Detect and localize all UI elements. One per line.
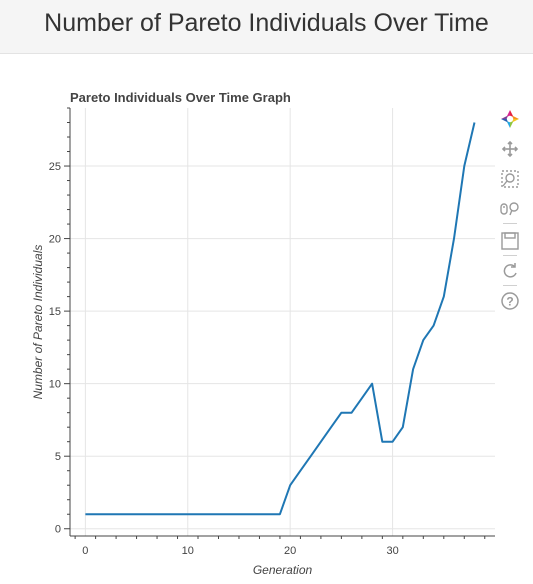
y-tick-label: 15 [49,306,61,318]
data-point [124,512,128,516]
data-point [155,512,159,516]
series-line [85,122,476,516]
y-tick-label: 25 [49,161,61,173]
x-axis-label: Generation [253,563,313,577]
data-point [237,512,241,516]
data-point [145,512,149,516]
data-point [206,512,210,516]
reset-icon[interactable] [498,259,522,283]
pan-icon[interactable] [498,137,522,161]
data-point [186,512,190,516]
data-point [380,440,384,444]
x-tick-label: 10 [182,545,194,557]
data-point [360,396,364,400]
help-icon[interactable]: ? [498,289,522,313]
data-point [288,483,292,487]
data-point [114,512,118,516]
data-point [473,121,477,125]
x-tick-label: 30 [386,545,398,557]
y-tick-label: 20 [49,234,61,246]
data-point [257,512,261,516]
data-point [104,512,108,516]
data-point [370,382,374,386]
data-point [278,512,282,516]
data-point [339,411,343,415]
chart-title: Pareto Individuals Over Time Graph [70,90,291,105]
page-header: Number of Pareto Individuals Over Time [0,0,533,54]
data-point [94,512,98,516]
x-tick-label: 20 [284,545,296,557]
page-title: Number of Pareto Individuals Over Time [44,9,489,37]
data-point [247,512,251,516]
data-point [83,512,87,516]
toolbar-separator [503,255,517,256]
box-zoom-icon[interactable] [498,167,522,191]
data-point [319,440,323,444]
data-point [411,367,415,371]
y-tick-label: 0 [55,524,61,536]
save-icon[interactable] [498,229,522,253]
data-point [350,411,354,415]
data-point [462,164,466,168]
toolbar-separator [503,285,517,286]
data-point [452,237,456,241]
bokeh-logo-icon[interactable] [498,107,522,131]
data-point [227,512,231,516]
data-point [442,295,446,299]
data-point [268,512,272,516]
data-point [391,440,395,444]
data-point [216,512,220,516]
data-point [329,425,333,429]
svg-text:?: ? [506,295,513,309]
y-tick-label: 5 [55,451,61,463]
data-point [309,454,313,458]
y-tick-label: 10 [49,379,61,391]
data-point [165,512,169,516]
toolbar-separator [503,223,517,224]
data-point [135,512,139,516]
data-point [421,338,425,342]
y-axis-label: Number of Pareto Individuals [31,245,45,400]
wheel-zoom-icon[interactable] [498,197,522,221]
data-point [401,425,405,429]
x-tick-label: 0 [82,545,88,557]
data-point [176,512,180,516]
data-point [196,512,200,516]
data-point [432,324,436,328]
data-point [298,469,302,473]
